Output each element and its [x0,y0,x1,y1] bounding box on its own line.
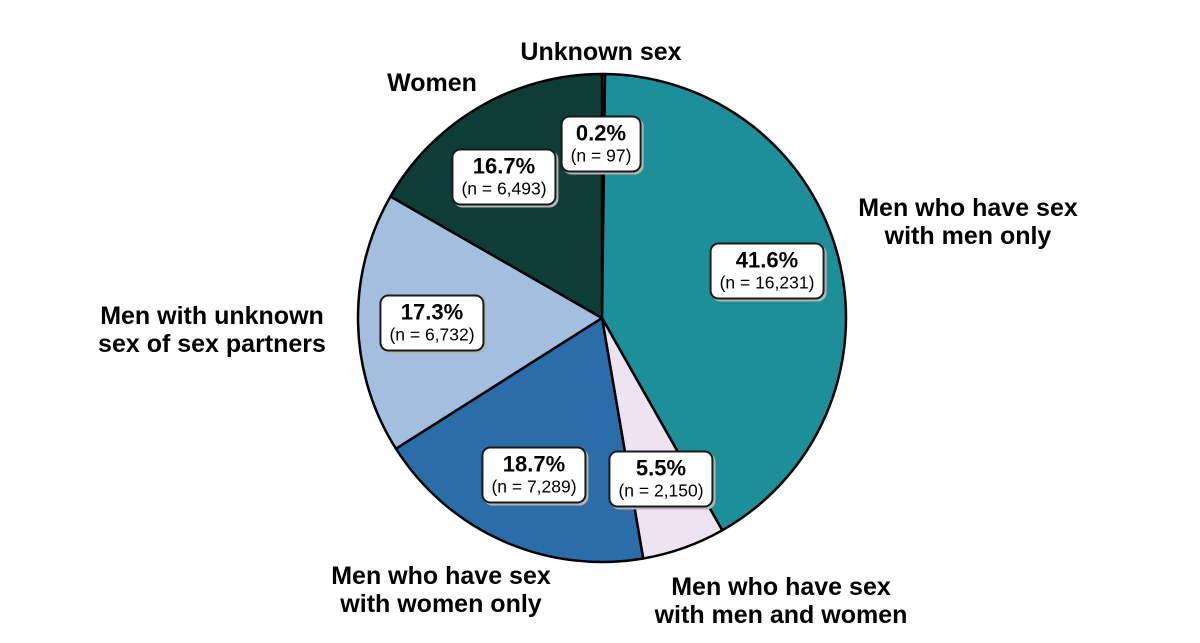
pie-slice-msm-only [600,72,848,532]
